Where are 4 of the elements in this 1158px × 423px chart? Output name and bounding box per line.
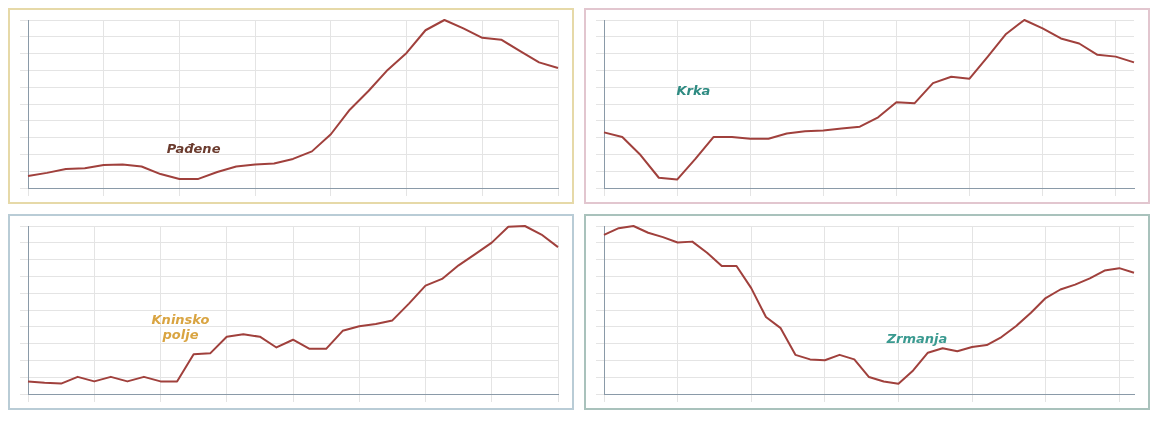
annotation: Krka: [675, 82, 712, 98]
annotation: Zrmanja: [885, 331, 949, 347]
annotation: Kninsko polje: [150, 312, 211, 342]
annotation: Pađene: [165, 140, 222, 156]
